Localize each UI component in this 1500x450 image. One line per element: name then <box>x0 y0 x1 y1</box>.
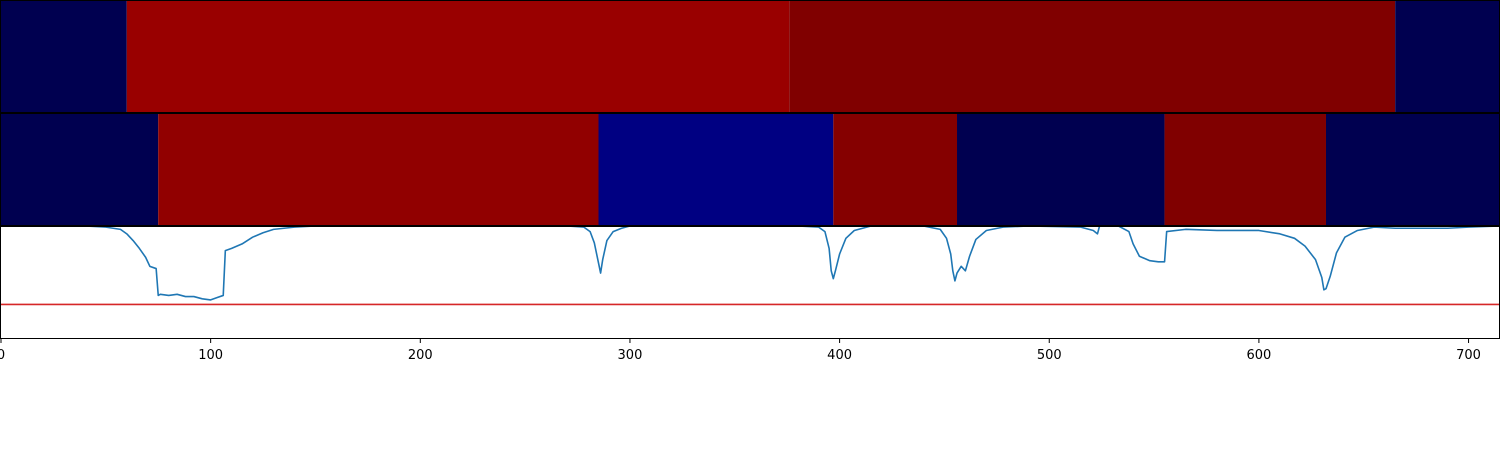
x-axis: 0 100 200 300 400 500 600 700 <box>0 338 1481 363</box>
x-tick-label-0: 0 <box>0 348 5 363</box>
segment-row2-2 <box>158 113 599 225</box>
x-tick-label-300: 300 <box>618 348 643 363</box>
segment-row2-7 <box>1325 113 1500 225</box>
series-line-1 <box>1 225 1500 301</box>
x-tick-label-600: 600 <box>1246 348 1271 363</box>
segment-row1-4 <box>1395 0 1500 112</box>
segment-row2-4 <box>833 113 958 225</box>
x-tick-label-700: 700 <box>1456 348 1481 363</box>
segment-row2-5 <box>957 113 1165 225</box>
segment-row2-1 <box>1 113 159 225</box>
segment-row1-2 <box>126 0 790 112</box>
x-tick-label-100: 100 <box>198 348 223 363</box>
segment-row1-3 <box>789 0 1396 112</box>
segment-rows <box>1 0 1500 225</box>
segment-row2-6 <box>1164 113 1326 225</box>
segment-row1-1 <box>1 0 127 112</box>
segment-row2-3 <box>598 113 834 225</box>
x-tick-label-200: 200 <box>408 348 433 363</box>
line-panel-background <box>0 226 1500 338</box>
x-tick-label-500: 500 <box>1037 348 1062 363</box>
x-tick-label-400: 400 <box>827 348 852 363</box>
line-panel <box>1 225 1500 306</box>
